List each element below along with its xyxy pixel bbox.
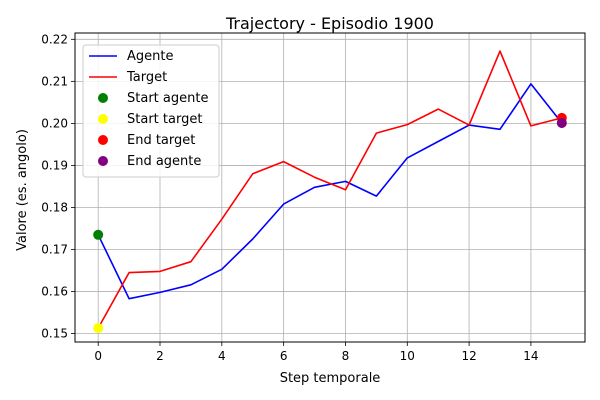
legend-swatch [98,93,108,103]
y-tick-label: 0.19 [41,158,68,172]
x-tick-label: 10 [400,349,415,363]
x-tick-label: 4 [218,349,226,363]
y-tick-label: 0.21 [41,74,68,88]
x-tick-label: 2 [156,349,164,363]
legend-label: Start agente [127,91,208,106]
legend-label: End agente [127,154,201,169]
marker-start-target [93,323,104,334]
legend-label: Agente [127,49,173,64]
legend-label: End target [127,133,195,148]
y-tick-label: 0.20 [41,116,68,130]
marker-end-agente [556,117,567,128]
x-tick-label: 8 [342,349,350,363]
x-tick-label: 12 [461,349,476,363]
series-line-target [97,50,563,329]
y-axis-label: Valore (es. angolo) [15,129,30,251]
x-tick-label: 6 [280,349,288,363]
y-tick-label: 0.18 [41,200,68,214]
x-axis: 0 2 4 6 8 10 12 14 [94,342,539,363]
legend-label: Start target [127,112,202,127]
x-axis-label: Step temporale [280,371,381,386]
y-tick-label: 0.17 [41,243,68,257]
chart-title: Trajectory - Episodio 1900 [225,14,434,33]
y-tick-label: 0.15 [41,327,68,341]
x-tick-label: 0 [94,349,102,363]
y-axis: 0.15 0.16 0.17 0.18 0.19 0.20 0.21 0.22 [41,32,75,341]
legend-label: Target [126,70,167,85]
legend-swatch [98,135,108,145]
series-lines [97,50,563,329]
plot-frame [74,32,586,343]
y-tick-label: 0.16 [41,285,68,299]
endpoint-markers [93,112,567,334]
legend-box [82,44,220,178]
marker-start-agente [93,229,104,240]
legend: Agente Target Start agente Start target End … [82,44,220,178]
legend-swatch [98,156,108,166]
legend-swatch [98,114,108,124]
x-tick-label: 14 [523,349,538,363]
y-tick-label: 0.22 [41,32,68,46]
